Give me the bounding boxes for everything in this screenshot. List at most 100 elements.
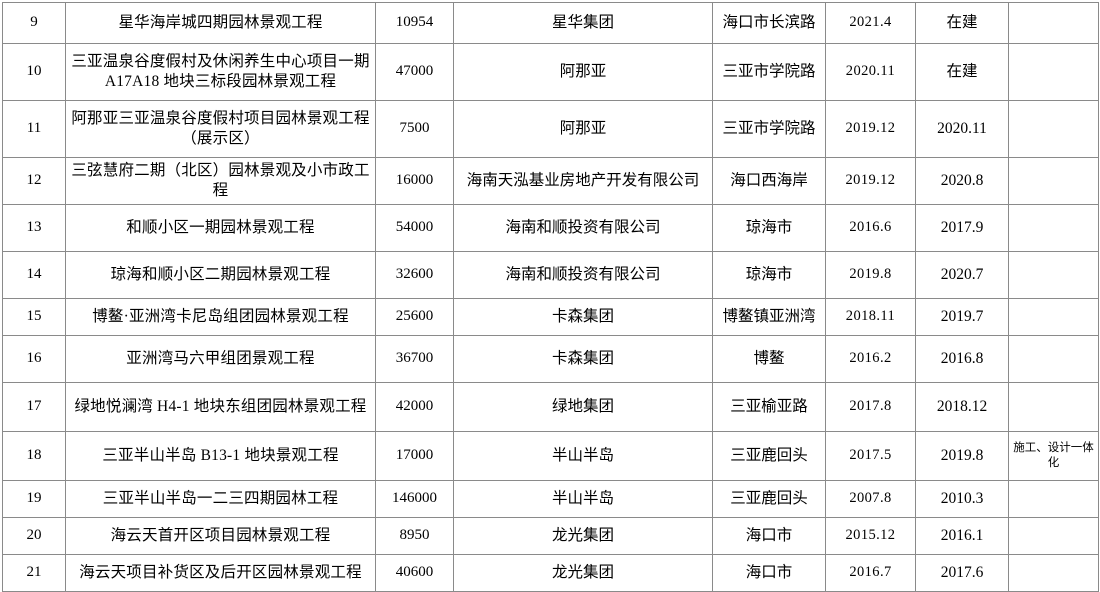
cell-end: 在建: [915, 43, 1009, 101]
cell-location: 琼海市: [712, 204, 826, 252]
cell-client: 海南和顺投资有限公司: [453, 251, 713, 299]
table-row: 14 琼海和顺小区二期园林景观工程 32600 海南和顺投资有限公司 琼海市 2…: [2, 251, 1099, 299]
cell-location: 海口市: [712, 554, 826, 592]
cell-name: 和顺小区一期园林景观工程: [65, 204, 376, 252]
cell-index: 11: [2, 100, 66, 158]
cell-end: 2016.8: [915, 335, 1009, 383]
cell-client: 海南和顺投资有限公司: [453, 204, 713, 252]
cell-area: 17000: [375, 431, 454, 481]
cell-remark: [1008, 517, 1099, 555]
cell-start: 2017.8: [825, 382, 916, 432]
cell-start: 2019.12: [825, 100, 916, 158]
table-row: 11 阿那亚三亚温泉谷度假村项目园林景观工程（展示区） 7500 阿那亚 三亚市…: [2, 100, 1099, 158]
cell-end: 2019.8: [915, 431, 1009, 481]
cell-end: 2020.11: [915, 100, 1009, 158]
cell-name: 三亚半山半岛一二三四期园林工程: [65, 480, 376, 518]
cell-location: 海口市: [712, 517, 826, 555]
cell-client: 卡森集团: [453, 298, 713, 336]
cell-location: 三亚市学院路: [712, 43, 826, 101]
cell-index: 9: [2, 2, 66, 44]
cell-remark: [1008, 382, 1099, 432]
cell-client: 半山半岛: [453, 480, 713, 518]
cell-location: 三亚榆亚路: [712, 382, 826, 432]
cell-end: 2017.6: [915, 554, 1009, 592]
cell-location: 海口西海岸: [712, 157, 826, 205]
cell-name: 阿那亚三亚温泉谷度假村项目园林景观工程（展示区）: [65, 100, 376, 158]
cell-location: 三亚鹿回头: [712, 480, 826, 518]
cell-start: 2020.11: [825, 43, 916, 101]
cell-index: 19: [2, 480, 66, 518]
cell-remark: [1008, 480, 1099, 518]
cell-area: 42000: [375, 382, 454, 432]
cell-name: 博鳌·亚洲湾卡尼岛组团园林景观工程: [65, 298, 376, 336]
cell-start: 2018.11: [825, 298, 916, 336]
cell-remark: [1008, 335, 1099, 383]
cell-name: 亚洲湾马六甲组团景观工程: [65, 335, 376, 383]
cell-area: 25600: [375, 298, 454, 336]
cell-start: 2007.8: [825, 480, 916, 518]
cell-remark: [1008, 204, 1099, 252]
cell-remark: [1008, 251, 1099, 299]
cell-index: 17: [2, 382, 66, 432]
cell-client: 龙光集团: [453, 554, 713, 592]
cell-start: 2016.6: [825, 204, 916, 252]
table-row: 15 博鳌·亚洲湾卡尼岛组团园林景观工程 25600 卡森集团 博鳌镇亚洲湾 2…: [2, 298, 1099, 336]
cell-start: 2019.12: [825, 157, 916, 205]
cell-index: 21: [2, 554, 66, 592]
cell-index: 20: [2, 517, 66, 555]
cell-end: 2020.8: [915, 157, 1009, 205]
table-row: 12 三弦慧府二期（北区）园林景观及小市政工程 16000 海南天泓基业房地产开…: [2, 157, 1099, 205]
cell-name: 海云天首开区项目园林景观工程: [65, 517, 376, 555]
cell-client: 阿那亚: [453, 100, 713, 158]
cell-area: 146000: [375, 480, 454, 518]
cell-area: 36700: [375, 335, 454, 383]
table-row: 21 海云天项目补货区及后开区园林景观工程 40600 龙光集团 海口市 201…: [2, 554, 1099, 592]
cell-remark: [1008, 2, 1099, 44]
cell-end: 2010.3: [915, 480, 1009, 518]
cell-name: 琼海和顺小区二期园林景观工程: [65, 251, 376, 299]
cell-area: 7500: [375, 100, 454, 158]
cell-client: 海南天泓基业房地产开发有限公司: [453, 157, 713, 205]
cell-name: 绿地悦澜湾 H4-1 地块东组团园林景观工程: [65, 382, 376, 432]
cell-remark: 施工、设计一体化: [1008, 431, 1099, 481]
cell-location: 博鳌镇亚洲湾: [712, 298, 826, 336]
cell-location: 博鳌: [712, 335, 826, 383]
cell-name: 星华海岸城四期园林景观工程: [65, 2, 376, 44]
cell-end: 2017.9: [915, 204, 1009, 252]
cell-area: 47000: [375, 43, 454, 101]
table-row: 9 星华海岸城四期园林景观工程 10954 星华集团 海口市长滨路 2021.4…: [2, 2, 1099, 44]
cell-index: 14: [2, 251, 66, 299]
cell-client: 龙光集团: [453, 517, 713, 555]
cell-remark: [1008, 554, 1099, 592]
cell-start: 2016.2: [825, 335, 916, 383]
table-row: 13 和顺小区一期园林景观工程 54000 海南和顺投资有限公司 琼海市 201…: [2, 204, 1099, 252]
cell-index: 18: [2, 431, 66, 481]
cell-location: 三亚鹿回头: [712, 431, 826, 481]
cell-end: 2016.1: [915, 517, 1009, 555]
cell-end: 在建: [915, 2, 1009, 44]
cell-start: 2015.12: [825, 517, 916, 555]
cell-client: 星华集团: [453, 2, 713, 44]
cell-area: 40600: [375, 554, 454, 592]
cell-location: 三亚市学院路: [712, 100, 826, 158]
cell-location: 海口市长滨路: [712, 2, 826, 44]
cell-area: 16000: [375, 157, 454, 205]
cell-remark: [1008, 43, 1099, 101]
cell-client: 半山半岛: [453, 431, 713, 481]
cell-start: 2021.4: [825, 2, 916, 44]
table-row: 20 海云天首开区项目园林景观工程 8950 龙光集团 海口市 2015.12 …: [2, 517, 1099, 555]
cell-location: 琼海市: [712, 251, 826, 299]
cell-end: 2020.7: [915, 251, 1009, 299]
cell-start: 2019.8: [825, 251, 916, 299]
cell-end: 2019.7: [915, 298, 1009, 336]
cell-index: 13: [2, 204, 66, 252]
cell-start: 2017.5: [825, 431, 916, 481]
cell-end: 2018.12: [915, 382, 1009, 432]
cell-remark: [1008, 100, 1099, 158]
cell-area: 54000: [375, 204, 454, 252]
cell-name: 三亚温泉谷度假村及休闲养生中心项目一期 A17A18 地块三标段园林景观工程: [65, 43, 376, 101]
cell-name: 海云天项目补货区及后开区园林景观工程: [65, 554, 376, 592]
